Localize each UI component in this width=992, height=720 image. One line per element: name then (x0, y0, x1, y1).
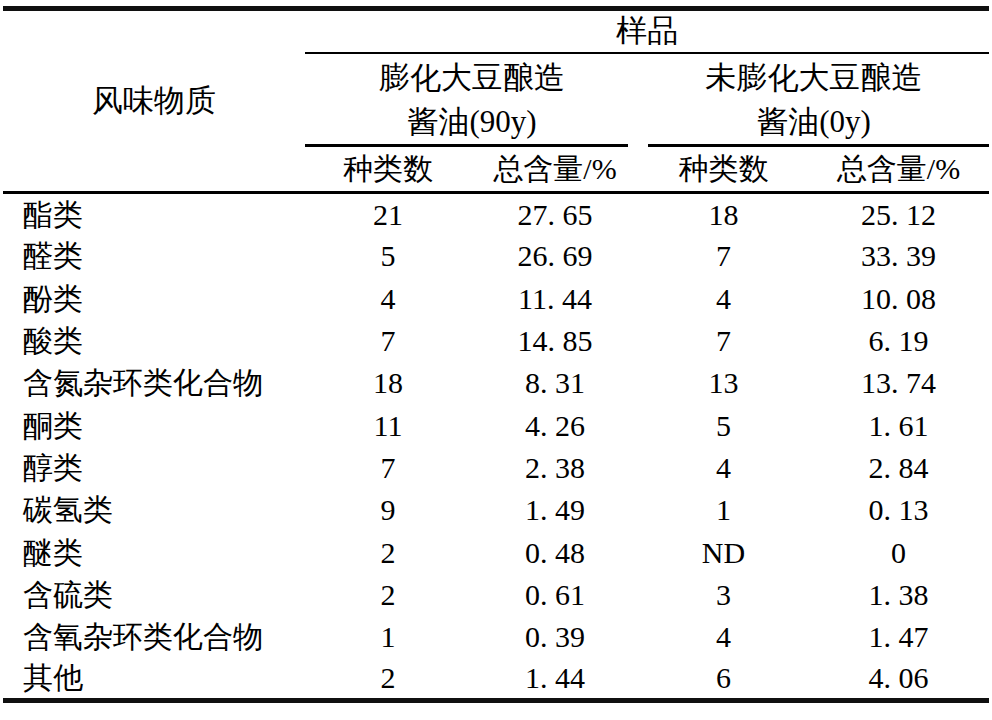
table-row: 含氮杂环类化合物 18 8. 31 13 13. 74 (3, 362, 989, 404)
cell-value: 0. 48 (471, 531, 639, 573)
cell-value: 7 (305, 319, 471, 361)
table-row: 醇类 7 2. 38 4 2. 84 (3, 446, 989, 488)
row-label: 含硫类 (3, 573, 305, 615)
cell-value: 2. 38 (471, 446, 639, 488)
group2-line2: 酱油(0y) (639, 100, 989, 144)
cell-value: 6 (639, 658, 808, 700)
table-row: 酚类 4 11. 44 4 10. 08 (3, 277, 989, 319)
row-label: 其他 (3, 658, 305, 700)
cell-value: 3 (639, 573, 808, 615)
cell-value: 10. 08 (808, 277, 989, 319)
header-flavor-substance: 风味物质 (3, 9, 305, 193)
cell-value: 0. 61 (471, 573, 639, 615)
subheader-type-count-1: 种类数 (305, 147, 471, 193)
subheader-total-content-2: 总含量/% (808, 147, 989, 193)
row-label: 醇类 (3, 446, 305, 488)
cell-value: 18 (639, 193, 808, 235)
cell-value: 1. 61 (808, 404, 989, 446)
cell-value: 4. 06 (808, 658, 989, 700)
cell-value: 4 (305, 277, 471, 319)
group1-line1: 膨化大豆酿造 (305, 56, 639, 100)
table-row: 酸类 7 14. 85 7 6. 19 (3, 319, 989, 361)
cell-value: 11. 44 (471, 277, 639, 319)
table-header: 风味物质 样品 膨化大豆酿造 酱油(90y) 未膨化大豆酿造 酱油(0y) 种类… (3, 9, 989, 193)
table-row: 酯类 21 27. 65 18 25. 12 (3, 193, 989, 235)
cell-value: 5 (305, 235, 471, 277)
cell-value: 4 (639, 446, 808, 488)
cell-value: 1. 47 (808, 615, 989, 657)
cell-value: 14. 85 (471, 319, 639, 361)
row-label: 碳氢类 (3, 489, 305, 531)
table-row: 酮类 11 4. 26 5 1. 61 (3, 404, 989, 446)
cell-value: 33. 39 (808, 235, 989, 277)
row-label: 酮类 (3, 404, 305, 446)
cell-value: 1 (639, 489, 808, 531)
row-label: 醛类 (3, 235, 305, 277)
table-row: 醚类 2 0. 48 ND 0 (3, 531, 989, 573)
cell-value: 2. 84 (808, 446, 989, 488)
cell-value: 4. 26 (471, 404, 639, 446)
cell-value: 0. 13 (808, 489, 989, 531)
cell-value: 8. 31 (471, 362, 639, 404)
cell-value: 2 (305, 658, 471, 700)
cell-value: 2 (305, 531, 471, 573)
header-row-sample: 风味物质 样品 (3, 9, 989, 53)
cell-value: 7 (305, 446, 471, 488)
cell-value: 4 (639, 615, 808, 657)
cell-value: 1. 44 (471, 658, 639, 700)
subheader-total-content-1: 总含量/% (471, 147, 639, 193)
row-label: 含氮杂环类化合物 (3, 362, 305, 404)
row-label: 含氧杂环类化合物 (3, 615, 305, 657)
cell-value: 4 (639, 277, 808, 319)
subheader-type-count-2: 种类数 (639, 147, 808, 193)
cell-value: 1 (305, 615, 471, 657)
cell-value: ND (639, 531, 808, 573)
cell-value: 18 (305, 362, 471, 404)
table-row: 含氧杂环类化合物 1 0. 39 4 1. 47 (3, 615, 989, 657)
table-body: 酯类 21 27. 65 18 25. 12 醛类 5 26. 69 7 33.… (3, 193, 989, 701)
cell-value: 2 (305, 573, 471, 615)
cell-value: 13. 74 (808, 362, 989, 404)
header-group-extruded-90y: 膨化大豆酿造 酱油(90y) (305, 53, 639, 147)
cell-value: 0 (808, 531, 989, 573)
group1-line2: 酱油(90y) (305, 100, 639, 144)
row-label: 醚类 (3, 531, 305, 573)
group2-line1: 未膨化大豆酿造 (639, 56, 989, 100)
cell-value: 5 (639, 404, 808, 446)
cell-value: 1. 38 (808, 573, 989, 615)
table-row: 醛类 5 26. 69 7 33. 39 (3, 235, 989, 277)
cell-value: 25. 12 (808, 193, 989, 235)
row-label: 酚类 (3, 277, 305, 319)
cell-value: 9 (305, 489, 471, 531)
flavor-compound-table: 风味物质 样品 膨化大豆酿造 酱油(90y) 未膨化大豆酿造 酱油(0y) 种类… (3, 6, 989, 703)
header-group-unextruded-0y: 未膨化大豆酿造 酱油(0y) (639, 53, 989, 147)
row-label: 酸类 (3, 319, 305, 361)
table-row: 碳氢类 9 1. 49 1 0. 13 (3, 489, 989, 531)
cell-value: 1. 49 (471, 489, 639, 531)
cell-value: 7 (639, 235, 808, 277)
cell-value: 13 (639, 362, 808, 404)
cell-value: 0. 39 (471, 615, 639, 657)
cell-value: 27. 65 (471, 193, 639, 235)
cell-value: 21 (305, 193, 471, 235)
cell-value: 26. 69 (471, 235, 639, 277)
row-label: 酯类 (3, 193, 305, 235)
header-sample: 样品 (305, 9, 989, 53)
table-row: 含硫类 2 0. 61 3 1. 38 (3, 573, 989, 615)
table-row: 其他 2 1. 44 6 4. 06 (3, 658, 989, 700)
cell-value: 6. 19 (808, 319, 989, 361)
cell-value: 11 (305, 404, 471, 446)
paper-table-page: 风味物质 样品 膨化大豆酿造 酱油(90y) 未膨化大豆酿造 酱油(0y) 种类… (0, 0, 992, 720)
cell-value: 7 (639, 319, 808, 361)
